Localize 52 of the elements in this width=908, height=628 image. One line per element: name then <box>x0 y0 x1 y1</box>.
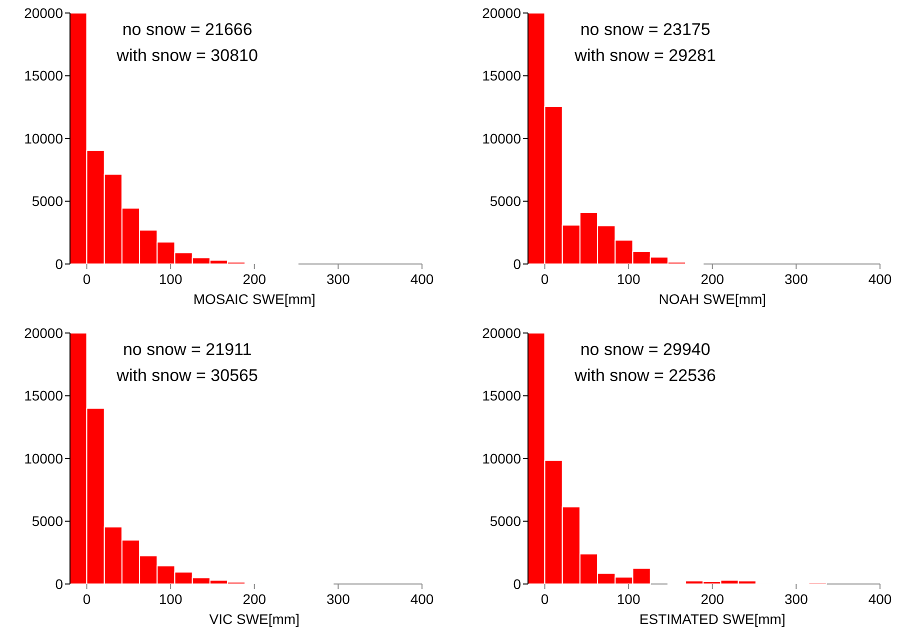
y-tick-label: 15000 <box>482 388 522 404</box>
y-tick-label: 0 <box>513 576 522 592</box>
x-tick-label: 200 <box>242 271 266 287</box>
y-tick-label: 20000 <box>482 4 522 21</box>
x-tick-label: 100 <box>158 271 182 287</box>
x-tick-label: 0 <box>82 271 91 287</box>
x-tick-label: 100 <box>616 591 640 607</box>
x-tick-label: 300 <box>326 591 350 607</box>
y-tick-label: 5000 <box>490 513 522 530</box>
x-axis-title: NOAH SWE[mm] <box>658 291 766 307</box>
x-tick-label: 300 <box>784 271 808 287</box>
annotation: no snow = 29940 <box>580 340 710 359</box>
y-tick-label: 10000 <box>482 450 522 466</box>
y-tick-label: 15000 <box>24 388 64 404</box>
y-tick-label: 0 <box>55 256 64 272</box>
annotation: with snow = 22536 <box>574 366 716 385</box>
y-tick-label: 5000 <box>32 513 64 530</box>
y-tick-label: 0 <box>513 256 522 272</box>
annotation: with snow = 30810 <box>116 46 258 65</box>
y-tick-label: 0 <box>55 576 64 592</box>
x-tick-label: 0 <box>540 591 549 607</box>
x-tick-label: 100 <box>616 271 640 287</box>
y-tick-label: 20000 <box>482 324 522 341</box>
x-axis-title: VIC SWE[mm] <box>209 611 300 627</box>
x-tick-label: 200 <box>242 591 266 607</box>
x-axis-title: MOSAIC SWE[mm] <box>193 291 316 307</box>
x-tick-label: 0 <box>540 271 549 287</box>
x-tick-label: 200 <box>700 591 724 607</box>
x-tick-label: 400 <box>868 271 892 287</box>
x-tick-label: 0 <box>82 591 91 607</box>
annotation: with snow = 29281 <box>574 46 716 65</box>
x-tick-label: 300 <box>326 271 350 287</box>
y-tick-label: 15000 <box>482 68 522 84</box>
y-tick-label: 10000 <box>482 130 522 146</box>
x-tick-label: 100 <box>158 591 182 607</box>
y-tick-label: 15000 <box>24 68 64 84</box>
annotation: with snow = 30565 <box>116 366 258 385</box>
x-axis-title: ESTIMATED SWE[mm] <box>639 611 786 627</box>
y-tick-label: 5000 <box>490 193 522 210</box>
x-tick-label: 300 <box>784 591 808 607</box>
annotation: no snow = 21666 <box>122 20 252 39</box>
x-tick-label: 200 <box>700 271 724 287</box>
y-tick-label: 5000 <box>32 193 64 210</box>
annotation: no snow = 23175 <box>580 20 710 39</box>
annotation: no snow = 21911 <box>122 340 252 359</box>
x-tick-label: 400 <box>410 591 434 607</box>
x-tick-label: 400 <box>868 591 892 607</box>
y-tick-label: 10000 <box>24 130 64 146</box>
y-tick-label: 20000 <box>24 4 64 21</box>
y-tick-label: 20000 <box>24 324 64 341</box>
x-tick-label: 400 <box>410 271 434 287</box>
y-tick-label: 10000 <box>24 450 64 466</box>
